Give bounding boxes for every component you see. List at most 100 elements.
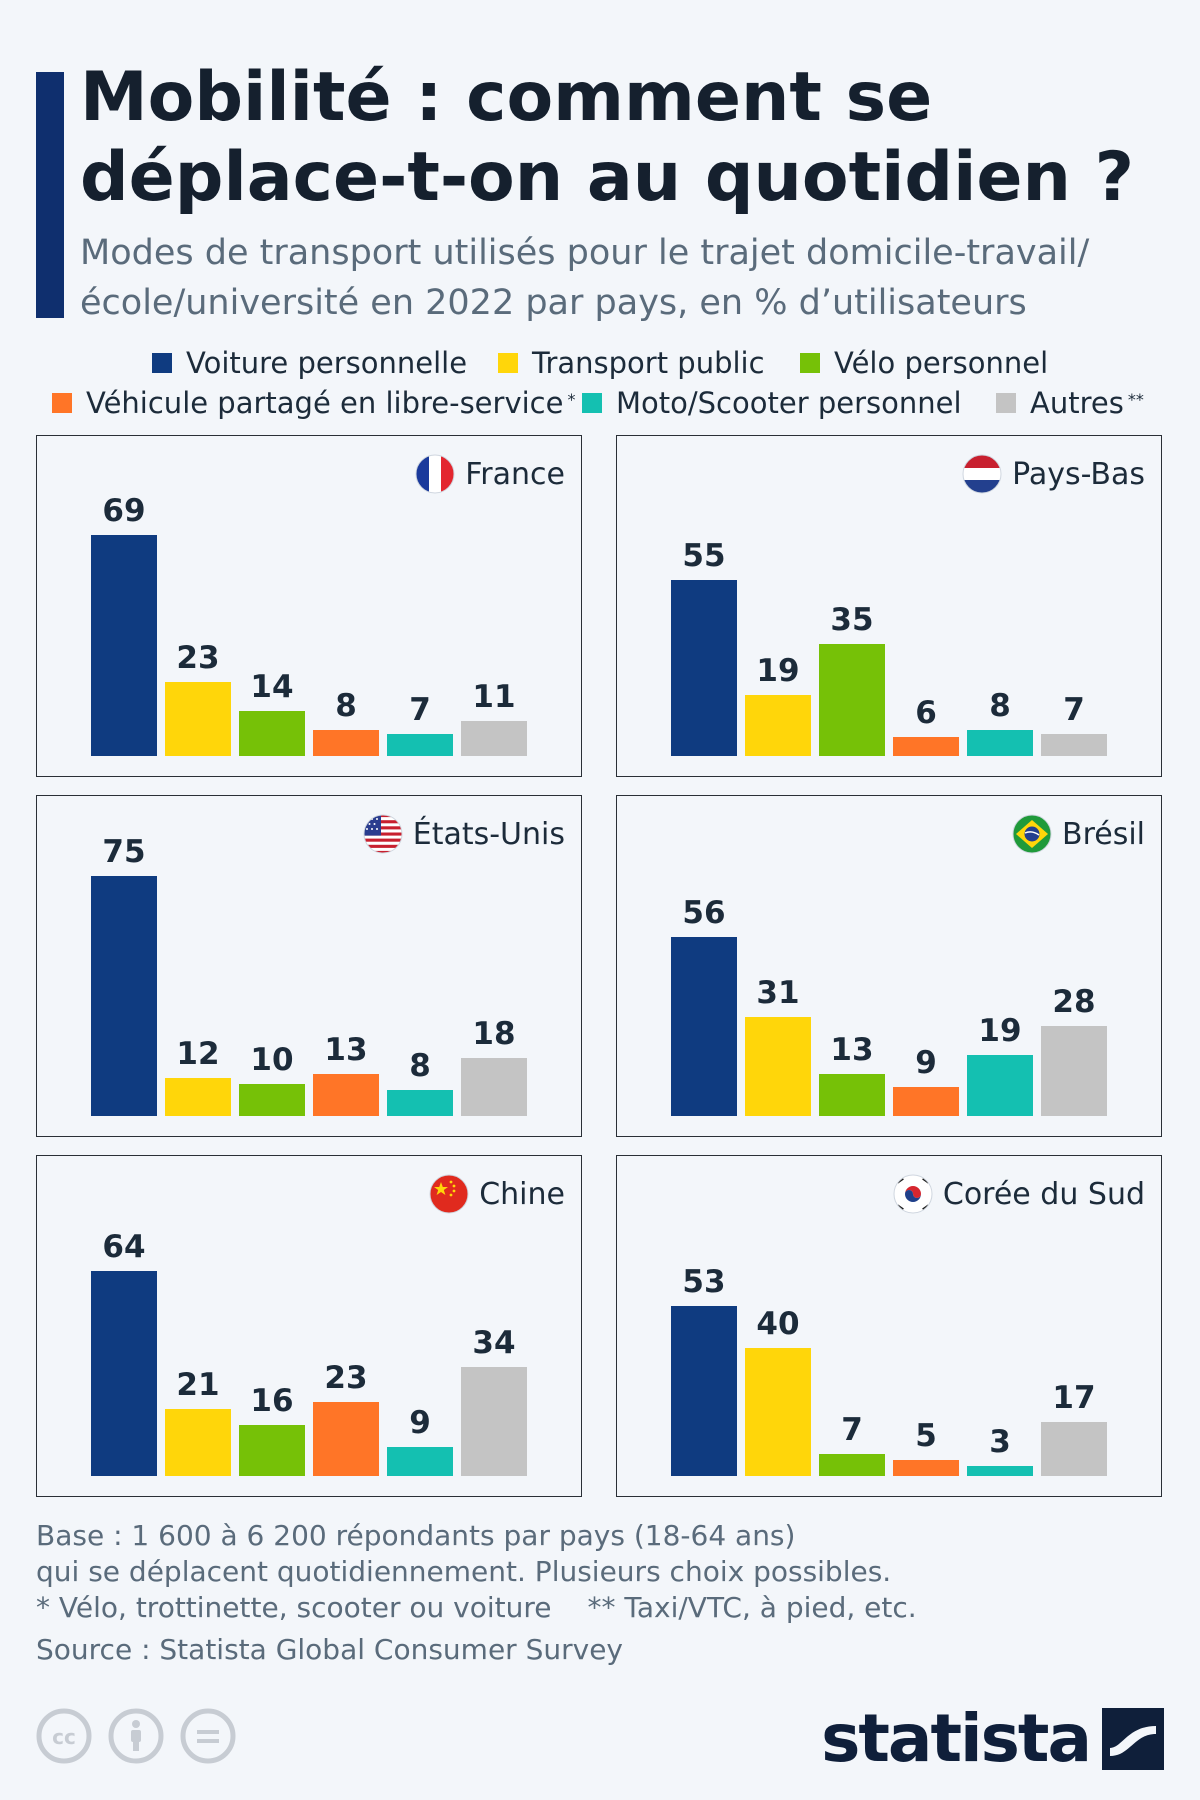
legend-footnote-mark: **: [1127, 389, 1144, 409]
country-label: Brésil: [1061, 816, 1145, 852]
brazil-flag-icon: [1012, 814, 1052, 854]
legend-item: Transport public: [498, 346, 765, 380]
bar-value-label: 69: [102, 493, 146, 530]
bar-value-label: 3: [989, 1424, 1011, 1461]
legend-label: Moto/Scooter personnel: [616, 386, 962, 420]
bar: [745, 1016, 811, 1116]
legend-label: Vélo personnel: [834, 346, 1049, 380]
panel-header: Pays-Bas: [962, 454, 1145, 494]
bar-value-label: 9: [409, 1405, 431, 1442]
netherlands-flag-icon: [962, 454, 1002, 494]
legend-swatch: [582, 393, 602, 413]
france-flag-icon: [415, 454, 455, 494]
panel-pays-bas: 55 19 35 6 8 7 Pays-Bas: [616, 435, 1162, 777]
bar: [1041, 1026, 1107, 1116]
bar: [165, 1408, 231, 1476]
bar: [967, 1466, 1033, 1476]
panel-coree-du-sud: 53 40 7 5 3 17 Corée du Sud: [616, 1155, 1162, 1497]
bar: [165, 1077, 231, 1116]
bar: [893, 736, 959, 756]
panel-bresil: 56 31 13 9 19 28 Brésil: [616, 795, 1162, 1137]
statista-logo-icon: [1102, 1707, 1164, 1770]
footnote-marks: * Vélo, trottinette, scooter ou voiture …: [36, 1590, 1156, 1626]
legend-swatch: [996, 393, 1016, 413]
chart-title: Mobilité : comment se déplace-t-on au qu…: [80, 58, 1135, 217]
nd-icon[interactable]: [180, 1708, 236, 1764]
bar-value-label: 14: [250, 669, 294, 706]
plot-area: 56 31 13 9 19 28: [617, 796, 1163, 1138]
bar-value-label: 12: [176, 1035, 220, 1072]
bar-value-label: 31: [756, 974, 800, 1011]
brand-wordmark: statista: [821, 1700, 1092, 1777]
footnote-single-star: * Vélo, trottinette, scooter ou voiture: [36, 1591, 552, 1624]
country-label: États-Unis: [412, 816, 565, 852]
bar-value-label: 64: [102, 1229, 146, 1266]
panel-header: Brésil: [1012, 814, 1145, 854]
bar: [745, 695, 811, 756]
by-icon[interactable]: [108, 1708, 164, 1764]
bar: [967, 1055, 1033, 1116]
legend-swatch: [52, 393, 72, 413]
usa-flag-icon: [363, 814, 403, 854]
panel-france: 69 23 14 8 7 11 France: [36, 435, 582, 777]
bar: [387, 1090, 453, 1116]
bar: [819, 1074, 885, 1116]
bar: [165, 682, 231, 756]
base-note-line2: qui se déplacent quotidiennement. Plusie…: [36, 1555, 892, 1588]
bar: [239, 1084, 305, 1116]
bar: [745, 1348, 811, 1476]
bar: [313, 1402, 379, 1476]
bar: [239, 1424, 305, 1476]
bar: [671, 1306, 737, 1476]
bar-value-label: 7: [841, 1411, 863, 1448]
bar: [1041, 733, 1107, 756]
bar-value-label: 75: [102, 834, 146, 870]
bar-value-label: 23: [324, 1360, 368, 1397]
bar: [967, 730, 1033, 756]
plot-area: 53 40 7 5 3 17: [617, 1156, 1163, 1498]
plot-area: 55 19 35 6 8 7: [617, 436, 1163, 778]
chart-subtitle: Modes de transport utilisés pour le traj…: [80, 233, 1090, 323]
china-flag-icon: [429, 1174, 469, 1214]
bar-value-label: 35: [830, 602, 874, 638]
plot-area: 75 12 10 13 8 18: [37, 796, 583, 1138]
bar: [671, 936, 737, 1116]
legend-footnote-mark: *: [567, 389, 576, 409]
bar: [819, 1453, 885, 1476]
bar: [313, 730, 379, 756]
bar-value-label: 13: [830, 1032, 874, 1069]
bar-value-label: 19: [978, 1013, 1022, 1050]
bar-value-label: 8: [409, 1048, 431, 1085]
bar-value-label: 17: [1052, 1379, 1096, 1416]
bar-value-label: 55: [682, 538, 726, 574]
bar: [461, 720, 527, 756]
bar: [387, 733, 453, 756]
bar-value-label: 11: [472, 678, 516, 715]
panel-header: France: [415, 454, 565, 494]
bar-value-label: 28: [1052, 984, 1096, 1021]
bar: [91, 1271, 157, 1476]
legend-item: Véhicule partagé en libre-service *: [52, 386, 575, 420]
bar-value-label: 53: [682, 1264, 726, 1301]
base-note-line1: Base : 1 600 à 6 200 répondants par pays…: [36, 1519, 796, 1552]
bar-value-label: 18: [472, 1016, 516, 1053]
legend-item: Moto/Scooter personnel: [582, 386, 962, 420]
bar-value-label: 34: [472, 1325, 516, 1362]
bar-value-label: 5: [915, 1418, 937, 1454]
plot-area: 64 21 16 23 9 34: [37, 1156, 583, 1498]
country-label: Corée du Sud: [942, 1176, 1145, 1212]
panel-etats-unis: 75 12 10 13 8 18 États-Unis: [36, 795, 582, 1137]
bar-value-label: 6: [915, 694, 937, 731]
bar-value-label: 56: [682, 894, 726, 931]
legend-label: Autres: [1030, 386, 1124, 420]
cc-icon[interactable]: cc: [36, 1708, 92, 1764]
bar-value-label: 21: [176, 1366, 220, 1403]
statista-brand[interactable]: statista: [821, 1700, 1164, 1777]
bar: [313, 1074, 379, 1116]
south-korea-flag-icon: [893, 1174, 933, 1214]
footnotes: Base : 1 600 à 6 200 répondants par pays…: [36, 1518, 1156, 1668]
title-accent-bar: [36, 72, 64, 318]
bar: [461, 1058, 527, 1116]
bar: [671, 580, 737, 756]
legend-label: Voiture personnelle: [186, 346, 468, 380]
